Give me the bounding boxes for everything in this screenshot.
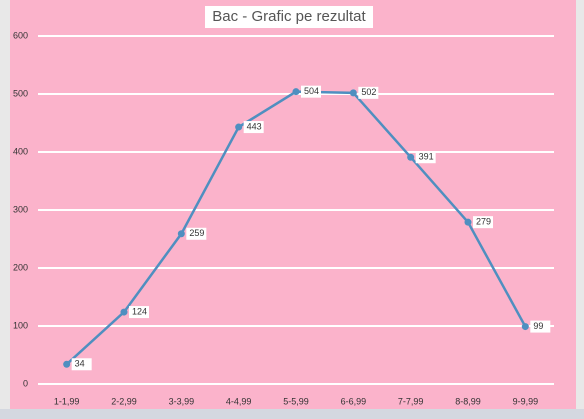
y-tick-label: 500 xyxy=(13,88,28,98)
title-box xyxy=(205,6,373,28)
x-tick-label: 8-8,99 xyxy=(455,396,481,406)
data-label: 99 xyxy=(533,321,543,331)
data-label: 279 xyxy=(476,217,491,227)
data-label: 504 xyxy=(304,86,319,96)
data-label-bg xyxy=(129,306,149,319)
x-tick-label: 9-9,99 xyxy=(513,396,539,406)
y-tick-label: 300 xyxy=(13,204,28,214)
data-label: 443 xyxy=(247,121,262,131)
chart-title: Bac - Grafic pe rezultat xyxy=(212,8,366,25)
x-tick-label: 1-1,99 xyxy=(54,396,80,406)
data-label-bg xyxy=(473,216,493,229)
y-tick-label: 600 xyxy=(13,30,28,40)
chart-area xyxy=(10,0,576,409)
point xyxy=(63,360,71,368)
data-label-bg xyxy=(243,121,264,134)
x-tick-label: 2-2,99 xyxy=(111,396,137,406)
point xyxy=(235,123,243,131)
point xyxy=(177,230,185,238)
x-tick-label: 7-7,99 xyxy=(398,396,424,406)
data-label: 259 xyxy=(189,228,204,238)
data-label-bg xyxy=(530,320,551,333)
point xyxy=(521,323,529,331)
data-label: 124 xyxy=(132,306,147,316)
data-label: 34 xyxy=(75,359,85,369)
y-tick-label: 0 xyxy=(23,378,28,388)
data-label-bg xyxy=(71,358,92,371)
data-label: 502 xyxy=(361,87,376,97)
y-tick-label: 100 xyxy=(13,320,28,330)
x-tick-label: 4-4,99 xyxy=(226,396,252,406)
point xyxy=(407,153,415,161)
data-label-bg xyxy=(415,151,436,164)
data-label-bg xyxy=(358,86,379,99)
x-tick-label: 6-6,99 xyxy=(341,396,367,406)
data-label-bg xyxy=(186,227,207,240)
point xyxy=(349,89,357,97)
sheet-tabs-bar xyxy=(0,409,584,419)
point xyxy=(120,308,128,316)
y-tick-label: 400 xyxy=(13,146,28,156)
y-tick-label: 200 xyxy=(13,262,28,272)
data-label: 391 xyxy=(419,152,434,162)
x-tick-label: 5-5,99 xyxy=(283,396,309,406)
point xyxy=(292,88,300,96)
point xyxy=(464,218,472,226)
x-tick-label: 3-3,99 xyxy=(169,396,195,406)
data-label-bg xyxy=(301,85,321,98)
